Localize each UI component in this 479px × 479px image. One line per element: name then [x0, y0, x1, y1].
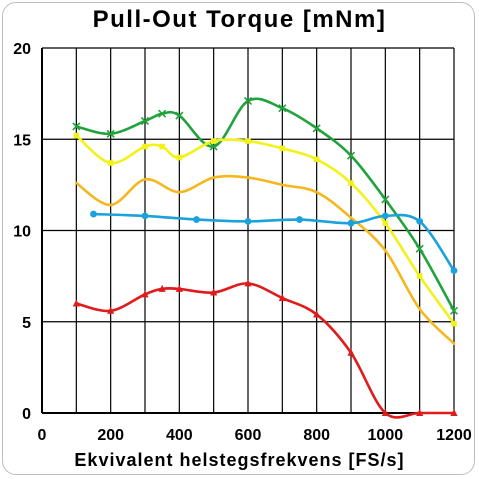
- x-tick-label: 600: [235, 427, 262, 444]
- data-point-triangle-marker: [450, 409, 458, 416]
- data-point-circle-marker: [347, 219, 355, 227]
- y-tick-label: 10: [13, 224, 31, 241]
- data-point-square-marker: [451, 320, 457, 327]
- data-point-triangle-marker: [313, 310, 321, 318]
- data-point-x-marker: [209, 142, 218, 151]
- data-point-circle-marker: [90, 210, 97, 218]
- data-point-square-marker: [142, 143, 148, 150]
- data-point-circle-marker: [193, 216, 200, 223]
- data-point-x-marker: [72, 122, 81, 131]
- data-point-triangle-marker: [416, 409, 424, 416]
- data-point-triangle-marker: [347, 348, 355, 356]
- data-point-x-marker: [415, 244, 424, 253]
- data-point-x-marker: [243, 96, 253, 105]
- x-axis-label: Ekvivalent helstegsfrekvens [FS/s]: [74, 450, 405, 470]
- series-line: [75, 134, 456, 325]
- y-tick-label: 5: [22, 315, 31, 332]
- data-point-square-marker: [159, 143, 165, 150]
- data-point-x-marker: [140, 116, 150, 126]
- data-point-triangle-marker: [141, 290, 149, 298]
- data-point-x-marker: [449, 306, 459, 315]
- data-point-square-marker: [382, 220, 389, 226]
- series-line: [92, 212, 456, 272]
- series-line: [75, 282, 456, 419]
- x-tick-label: 0: [38, 427, 47, 444]
- data-point-circle-marker: [381, 212, 389, 220]
- chart-title: Pull-Out Torque [mNm]: [92, 6, 387, 33]
- data-point-triangle-marker: [210, 288, 218, 296]
- data-point-x-marker: [106, 129, 115, 138]
- data-point-square-marker: [210, 138, 217, 144]
- x-tick-label: 1000: [368, 427, 404, 444]
- data-point-circle-marker: [141, 212, 149, 220]
- data-point-circle-marker: [416, 217, 424, 225]
- x-tick-label: 200: [97, 427, 124, 444]
- data-point-x-marker: [278, 104, 287, 113]
- data-point-triangle-marker: [158, 284, 166, 292]
- x-tick-label: 800: [303, 427, 330, 444]
- data-point-triangle-marker: [107, 306, 115, 314]
- data-point-triangle-marker: [175, 284, 183, 292]
- data-point-circle-marker: [450, 267, 458, 275]
- data-point-circle-marker: [296, 216, 303, 223]
- data-point-triangle-marker: [72, 299, 80, 307]
- y-tick-label: 15: [13, 132, 31, 149]
- data-point-triangle-marker: [381, 409, 389, 416]
- x-tick-label: 400: [166, 427, 193, 444]
- data-point-triangle-marker: [278, 294, 286, 302]
- data-point-square-marker: [245, 138, 251, 144]
- data-point-x-marker: [175, 111, 184, 120]
- data-point-square-marker: [73, 132, 80, 139]
- data-point-square-marker: [176, 154, 183, 161]
- y-tick-label: 20: [13, 41, 31, 58]
- y-tick-label: 0: [22, 406, 31, 423]
- data-point-circle-marker: [244, 217, 252, 225]
- data-point-square-marker: [313, 156, 320, 163]
- data-point-square-marker: [107, 160, 114, 166]
- data-point-square-marker: [416, 273, 423, 279]
- data-point-square-marker: [279, 145, 286, 152]
- data-point-x-marker: [312, 124, 321, 133]
- data-point-x-marker: [381, 195, 390, 204]
- data-point-square-marker: [348, 180, 354, 186]
- series-line: [75, 97, 456, 313]
- series-line: [75, 174, 456, 345]
- data-point-x-marker: [158, 109, 167, 118]
- x-tick-label: 1200: [436, 427, 472, 444]
- data-point-triangle-marker: [244, 279, 252, 287]
- data-point-x-marker: [346, 151, 356, 160]
